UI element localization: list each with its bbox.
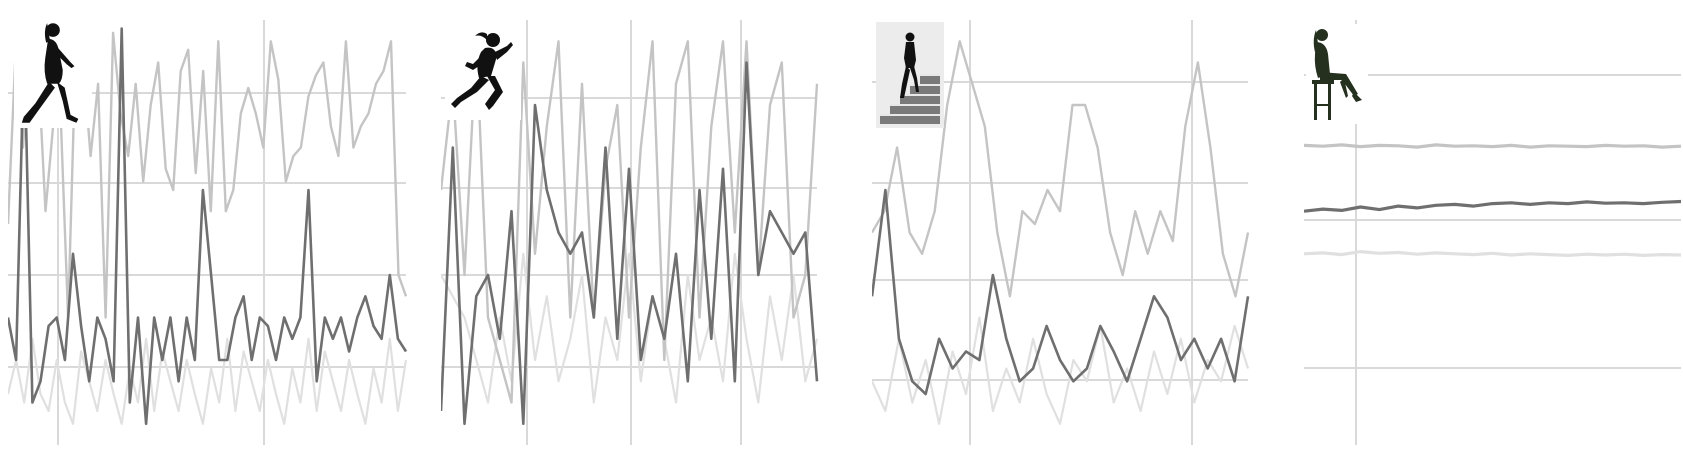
series-line-3	[8, 337, 408, 425]
chart-panel-stairs	[872, 0, 1252, 449]
series-line-3	[441, 252, 819, 404]
chart-panel-sitting	[1304, 0, 1683, 449]
chart-panel-running	[441, 0, 821, 449]
series-line-3	[1304, 250, 1682, 257]
series-line-2	[8, 27, 408, 426]
chart-panel-walking	[8, 0, 408, 449]
series-line-2	[441, 61, 819, 426]
stairs-person-icon	[876, 22, 944, 128]
sitting-person-icon	[1306, 24, 1368, 124]
line-chart-sitting	[1304, 20, 1682, 445]
series-line-2	[872, 188, 1250, 396]
series-line-1	[1304, 143, 1682, 149]
series-line-1	[872, 40, 1250, 298]
series-line-3	[872, 316, 1250, 425]
series-line-2	[1304, 199, 1682, 213]
running-person-icon	[445, 20, 521, 120]
walking-person-icon	[14, 18, 92, 128]
